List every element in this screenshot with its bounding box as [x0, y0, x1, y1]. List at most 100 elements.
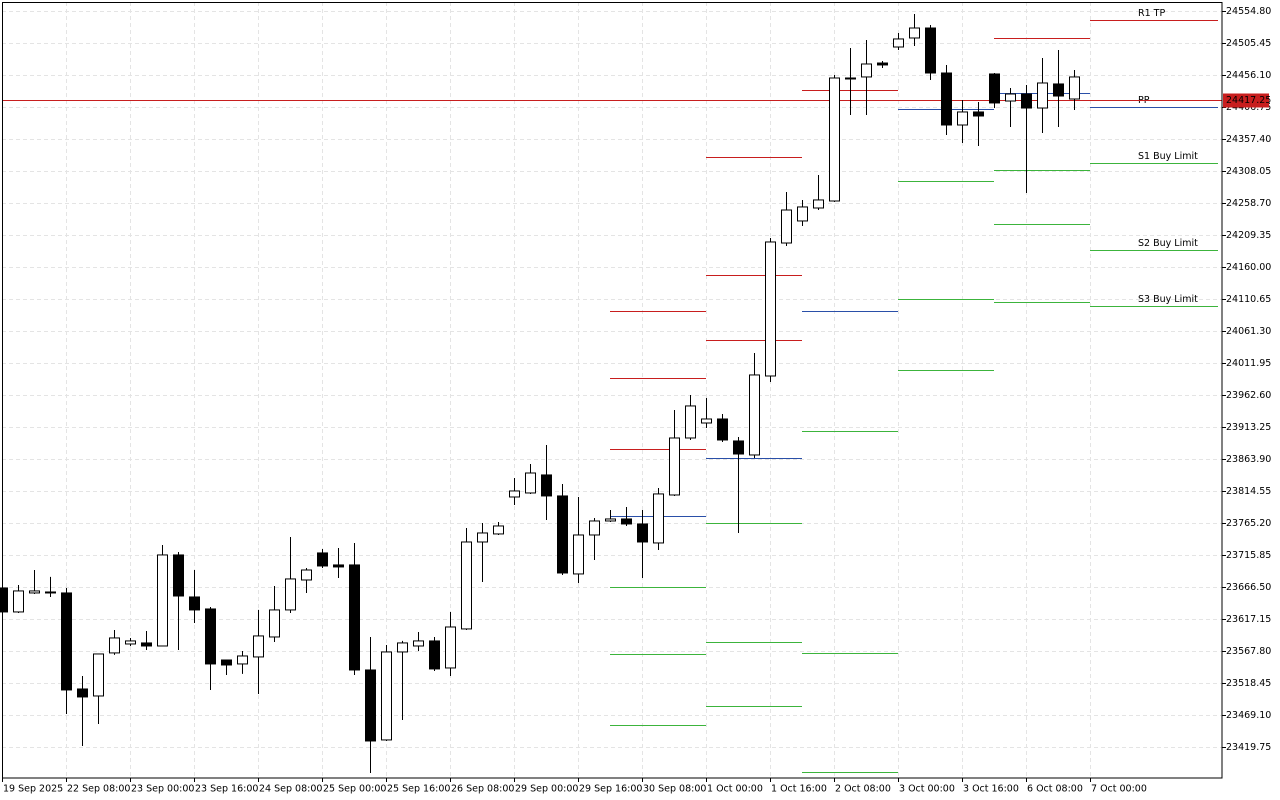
candle-body	[125, 640, 136, 645]
candles	[0, 13, 1080, 773]
candle-body	[157, 554, 168, 647]
y-tick-label: 24110.65	[1226, 294, 1271, 305]
y-tick-label: 24011.95	[1226, 358, 1271, 369]
candle-body	[61, 592, 72, 691]
candle-body	[173, 554, 184, 597]
candle-body	[1021, 93, 1032, 109]
support-label: S1 Buy Limit	[1138, 151, 1198, 162]
y-tick-label: 24209.35	[1226, 230, 1271, 241]
y-tick-label: 23765.20	[1226, 518, 1271, 529]
axes: 24554.8024505.4524456.1024406.7524357.40…	[2, 6, 1271, 795]
candle-body	[797, 206, 808, 222]
y-tick-label: 23863.90	[1226, 454, 1271, 465]
candle-body	[381, 651, 392, 741]
candle-body	[45, 591, 56, 594]
candle-body	[765, 241, 776, 377]
candle-body	[781, 209, 792, 244]
candle-body	[861, 63, 872, 78]
candle-body	[845, 77, 856, 80]
candle-body	[973, 111, 984, 117]
y-tick-label: 23715.85	[1226, 550, 1271, 561]
x-tick-label: 6 Oct 08:00	[1027, 784, 1083, 795]
y-tick-label: 24308.05	[1226, 166, 1271, 177]
y-tick-label: 23814.55	[1226, 486, 1271, 497]
candle-body	[653, 493, 664, 544]
candle-body	[637, 523, 648, 543]
candle-body	[541, 474, 552, 497]
x-tick-label: 26 Sep 08:00	[451, 784, 514, 795]
candle-body	[429, 640, 440, 670]
candle-body	[989, 73, 1000, 104]
x-tick-label: 23 Sep 16:00	[195, 784, 258, 795]
candle-body	[13, 590, 24, 613]
y-tick-label: 23666.50	[1226, 582, 1271, 593]
candle-body	[525, 472, 536, 494]
candle-body	[205, 608, 216, 665]
candle-body	[909, 27, 920, 39]
x-tick-label: 24 Sep 08:00	[259, 784, 322, 795]
candle-body	[1005, 93, 1016, 102]
candle-body	[685, 405, 696, 439]
candle-body	[317, 552, 328, 567]
candle-body	[813, 199, 824, 209]
candle-body	[493, 525, 504, 535]
candle-body	[0, 587, 8, 613]
candle-body	[477, 532, 488, 543]
y-tick-label: 23567.80	[1226, 646, 1271, 657]
y-tick-label: 23469.10	[1226, 710, 1271, 721]
candle-body	[829, 77, 840, 202]
candle-body	[237, 655, 248, 665]
candle-body	[285, 578, 296, 611]
candle-body	[77, 688, 88, 698]
candle-body	[301, 569, 312, 581]
candle-body	[877, 62, 888, 66]
candle-body	[957, 111, 968, 126]
candle-body	[253, 635, 264, 658]
candle-body	[93, 653, 104, 697]
x-tick-label: 29 Sep 00:00	[515, 784, 578, 795]
candle-body	[669, 437, 680, 496]
candle-body	[509, 490, 520, 498]
x-tick-label: 29 Sep 16:00	[579, 784, 642, 795]
candle-body	[141, 642, 152, 647]
candle-body	[29, 590, 40, 594]
candle-body	[333, 564, 344, 568]
candle-body	[1053, 83, 1064, 97]
candle-body	[621, 518, 632, 525]
y-tick-label: 24061.30	[1226, 326, 1271, 337]
candle-body	[461, 541, 472, 630]
candle-body	[925, 27, 936, 74]
support-label: S3 Buy Limit	[1138, 294, 1198, 305]
y-tick-label: 23617.15	[1226, 614, 1271, 625]
x-tick-label: 30 Sep 08:00	[643, 784, 706, 795]
x-tick-label: 7 Oct 00:00	[1091, 784, 1147, 795]
grid	[2, 2, 1222, 778]
x-tick-label: 1 Oct 00:00	[707, 784, 763, 795]
candle-body	[109, 637, 120, 654]
y-tick-label: 23419.75	[1226, 742, 1271, 753]
x-tick-label: 2 Oct 08:00	[835, 784, 891, 795]
x-tick-label: 23 Sep 00:00	[131, 784, 194, 795]
candle-body	[733, 440, 744, 455]
x-tick-label: 1 Oct 16:00	[771, 784, 827, 795]
candle-body	[893, 38, 904, 48]
candle-body	[941, 72, 952, 126]
x-tick-label: 25 Sep 16:00	[387, 784, 450, 795]
candle-body	[573, 534, 584, 575]
y-tick-label: 23962.60	[1226, 390, 1271, 401]
plot-frame	[2, 2, 1223, 779]
y-tick-label: 24456.10	[1226, 70, 1271, 81]
candle-body	[605, 518, 616, 522]
candle-body	[397, 642, 408, 653]
y-tick-label: 24554.80	[1226, 6, 1271, 17]
candle-body	[1069, 76, 1080, 100]
support-label: S2 Buy Limit	[1138, 238, 1198, 249]
x-tick-label: 22 Sep 08:00	[67, 784, 130, 795]
candle-body	[1037, 82, 1048, 109]
candle-body	[365, 669, 376, 742]
candle-body	[269, 609, 280, 638]
current-price-label: 24417.25	[1226, 95, 1271, 106]
y-tick-label: 23913.25	[1226, 422, 1271, 433]
x-tick-label: 3 Oct 00:00	[899, 784, 955, 795]
